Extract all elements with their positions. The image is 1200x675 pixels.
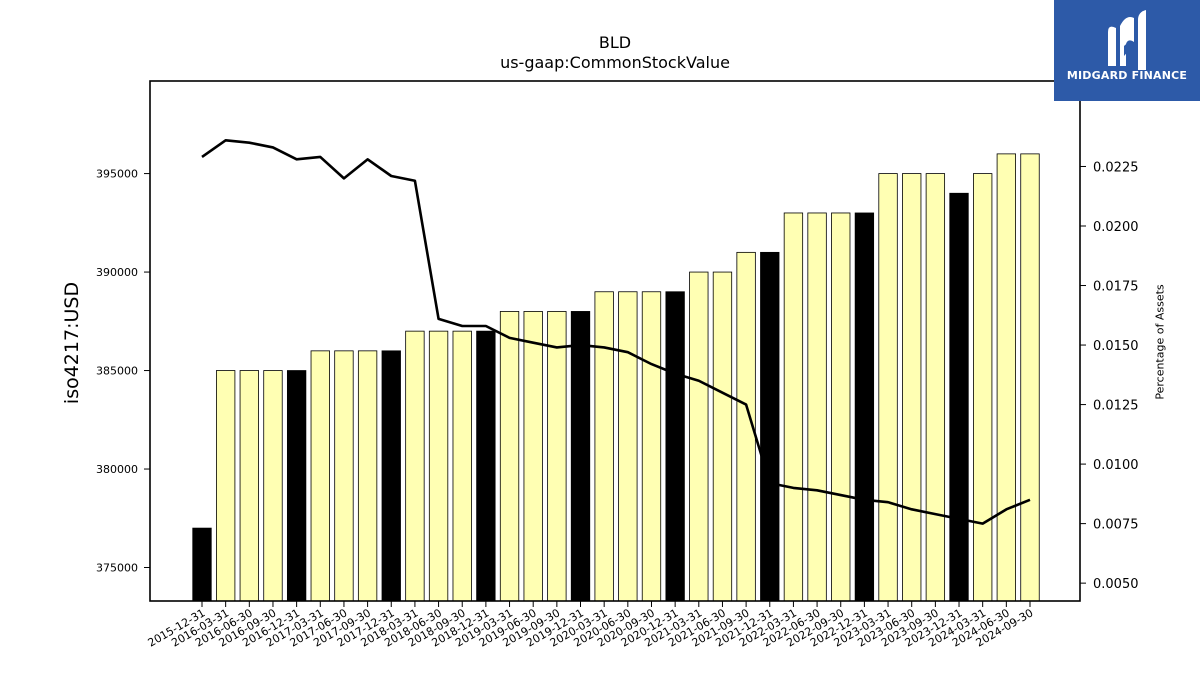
y2-axis-label: Percentage of Assets xyxy=(1153,284,1167,400)
bar xyxy=(1020,153,1040,602)
bar xyxy=(949,192,969,602)
y-tick-label: 380000 xyxy=(96,463,138,476)
bar xyxy=(618,291,638,602)
y2-tick-label: 0.0125 xyxy=(1093,399,1139,414)
bar xyxy=(925,173,946,602)
y-tick-label: 375000 xyxy=(96,562,138,575)
bar xyxy=(452,330,472,602)
bar xyxy=(831,212,851,602)
bar xyxy=(547,311,567,602)
bar xyxy=(523,311,543,602)
bar xyxy=(334,350,354,602)
y2-tick-label: 0.0150 xyxy=(1093,339,1139,354)
bar xyxy=(192,527,212,602)
brand-logo: MIDGARD FINANCE xyxy=(1054,0,1200,101)
series-line xyxy=(201,138,1031,525)
bar xyxy=(996,153,1016,602)
bar xyxy=(476,330,496,602)
bar xyxy=(357,350,378,602)
chart-subtitle: us-gaap:CommonStockValue xyxy=(500,53,730,72)
bar xyxy=(783,212,804,602)
bar xyxy=(689,271,709,602)
bar xyxy=(216,370,236,602)
y-tick-label: 390000 xyxy=(96,266,138,279)
bar xyxy=(286,370,307,602)
logo-text: MIDGARD FINANCE xyxy=(1066,69,1188,82)
bar xyxy=(665,291,685,602)
midgard-logo-icon xyxy=(1108,10,1146,70)
bar xyxy=(594,291,614,602)
y2-tick-label: 0.0175 xyxy=(1093,280,1139,295)
y-tick-label: 395000 xyxy=(96,168,138,181)
bar xyxy=(973,173,993,602)
bar xyxy=(499,311,520,602)
y2-tick-label: 0.0075 xyxy=(1093,518,1139,533)
bar xyxy=(878,173,898,602)
bar xyxy=(807,212,827,602)
bar xyxy=(902,173,922,602)
y-tick-label: 385000 xyxy=(96,365,138,378)
bar xyxy=(310,350,330,602)
y2-tick-label: 0.0225 xyxy=(1093,160,1139,175)
bar xyxy=(570,311,591,602)
bar xyxy=(641,291,662,602)
plot-frame xyxy=(149,80,1081,602)
y-axis-label: iso4217:USD xyxy=(61,281,83,405)
bar xyxy=(712,271,733,602)
bar xyxy=(381,350,401,602)
bar xyxy=(854,212,875,602)
bar xyxy=(760,251,780,602)
y2-tick-label: 0.0050 xyxy=(1093,577,1139,592)
y2-tick-label: 0.0200 xyxy=(1093,220,1139,235)
y2-tick-label: 0.0100 xyxy=(1093,458,1139,473)
bar xyxy=(239,370,259,602)
bar xyxy=(428,330,449,602)
bar xyxy=(263,370,283,602)
bar xyxy=(405,330,425,602)
chart-title: BLD xyxy=(598,33,632,52)
